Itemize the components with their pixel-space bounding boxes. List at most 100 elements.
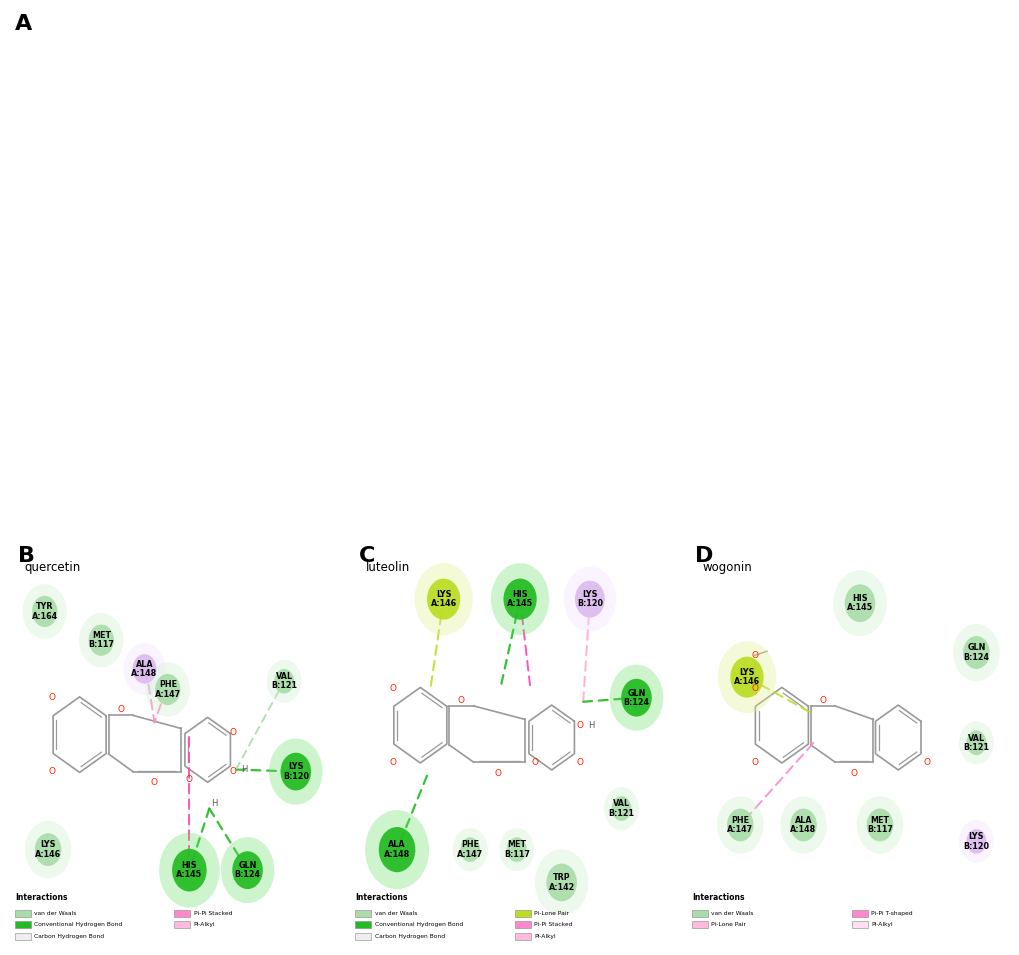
Circle shape <box>32 596 57 627</box>
Circle shape <box>35 833 61 866</box>
Text: Pi-Alkyl: Pi-Alkyl <box>870 923 892 927</box>
Text: LYS
A:146: LYS A:146 <box>430 590 457 608</box>
Text: O: O <box>750 757 757 767</box>
Text: H: H <box>588 721 594 730</box>
Text: A: A <box>15 13 33 33</box>
Text: Pi-Pi Stacked: Pi-Pi Stacked <box>194 911 232 916</box>
Circle shape <box>155 674 180 705</box>
Text: VAL
B:121: VAL B:121 <box>608 799 634 817</box>
Circle shape <box>962 636 988 668</box>
Text: HIS
A:145: HIS A:145 <box>846 594 872 612</box>
Circle shape <box>172 849 207 892</box>
Text: ALA
A:148: ALA A:148 <box>131 660 158 678</box>
Circle shape <box>146 662 190 717</box>
Text: H: H <box>240 765 247 775</box>
Text: O: O <box>531 757 538 767</box>
Bar <box>692 921 707 928</box>
Circle shape <box>621 679 651 716</box>
Text: LYS
A:146: LYS A:146 <box>35 840 61 859</box>
Circle shape <box>266 660 302 703</box>
Text: LYS
A:146: LYS A:146 <box>734 668 759 687</box>
Text: TRP
A:142: TRP A:142 <box>548 873 575 892</box>
Text: H: H <box>211 799 217 808</box>
Text: C: C <box>359 545 375 565</box>
Bar <box>515 909 531 917</box>
Circle shape <box>575 581 604 618</box>
Text: LYS
B:120: LYS B:120 <box>577 590 602 608</box>
Circle shape <box>730 657 763 698</box>
Text: GLN
B:124: GLN B:124 <box>623 689 649 707</box>
Circle shape <box>844 584 874 622</box>
Circle shape <box>232 851 263 889</box>
Text: Pi-Pi Stacked: Pi-Pi Stacked <box>534 923 573 927</box>
Text: O: O <box>576 721 583 730</box>
Bar <box>174 921 191 928</box>
Text: Pi-Pi T-shaped: Pi-Pi T-shaped <box>870 911 912 916</box>
Circle shape <box>22 584 67 639</box>
Text: O: O <box>49 767 56 776</box>
Text: MET
B:117: MET B:117 <box>89 631 114 649</box>
Circle shape <box>490 563 548 635</box>
Circle shape <box>717 641 775 713</box>
Circle shape <box>269 738 322 805</box>
Text: O: O <box>49 693 56 702</box>
Circle shape <box>564 566 615 631</box>
Text: MET
B:117: MET B:117 <box>503 840 529 859</box>
Circle shape <box>365 810 429 889</box>
Circle shape <box>159 833 219 907</box>
Text: VAL
B:121: VAL B:121 <box>271 672 297 690</box>
Text: luteolin: luteolin <box>365 561 410 574</box>
Text: O: O <box>818 696 825 705</box>
Circle shape <box>534 849 588 916</box>
Text: HIS
A:145: HIS A:145 <box>506 590 533 608</box>
Text: GLN
B:124: GLN B:124 <box>234 861 260 880</box>
Circle shape <box>132 654 156 684</box>
Circle shape <box>609 665 662 731</box>
Text: ALA
A:148: ALA A:148 <box>790 816 816 834</box>
Bar <box>356 909 371 917</box>
Circle shape <box>780 796 826 854</box>
Circle shape <box>79 613 123 668</box>
Bar <box>515 933 531 940</box>
Text: O: O <box>185 775 193 784</box>
Circle shape <box>220 838 274 903</box>
Text: O: O <box>389 757 396 767</box>
Text: van der Waals: van der Waals <box>34 911 76 916</box>
Text: Conventional Hydrogen Bond: Conventional Hydrogen Bond <box>34 923 122 927</box>
Text: B: B <box>18 545 35 565</box>
Text: Pi-Alkyl: Pi-Alkyl <box>194 923 215 927</box>
Text: Interactions: Interactions <box>15 893 67 902</box>
Circle shape <box>506 838 526 862</box>
Text: O: O <box>229 767 236 776</box>
Circle shape <box>274 668 293 693</box>
Text: O: O <box>389 684 396 692</box>
Circle shape <box>958 721 993 764</box>
Text: O: O <box>494 769 501 778</box>
Circle shape <box>856 796 903 854</box>
Text: Interactions: Interactions <box>692 893 744 902</box>
Text: VAL
B:121: VAL B:121 <box>963 733 988 752</box>
Bar <box>851 909 867 917</box>
Text: D: D <box>695 545 713 565</box>
Circle shape <box>280 753 311 791</box>
Circle shape <box>965 731 985 755</box>
Text: LYS
B:120: LYS B:120 <box>282 762 309 781</box>
Text: O: O <box>922 757 929 767</box>
Bar <box>15 933 31 940</box>
Text: O: O <box>229 728 236 737</box>
Circle shape <box>460 838 480 862</box>
Text: ALA
A:148: ALA A:148 <box>383 840 410 859</box>
Bar <box>515 921 531 928</box>
Bar <box>851 921 867 928</box>
Text: O: O <box>117 706 124 714</box>
Circle shape <box>833 570 886 636</box>
Bar <box>356 933 371 940</box>
Text: O: O <box>850 769 857 778</box>
Circle shape <box>499 828 534 871</box>
Circle shape <box>378 827 415 872</box>
Circle shape <box>952 624 999 681</box>
Bar <box>692 909 707 917</box>
Circle shape <box>958 819 993 863</box>
Text: wogonin: wogonin <box>701 561 751 574</box>
Text: quercetin: quercetin <box>24 561 81 574</box>
